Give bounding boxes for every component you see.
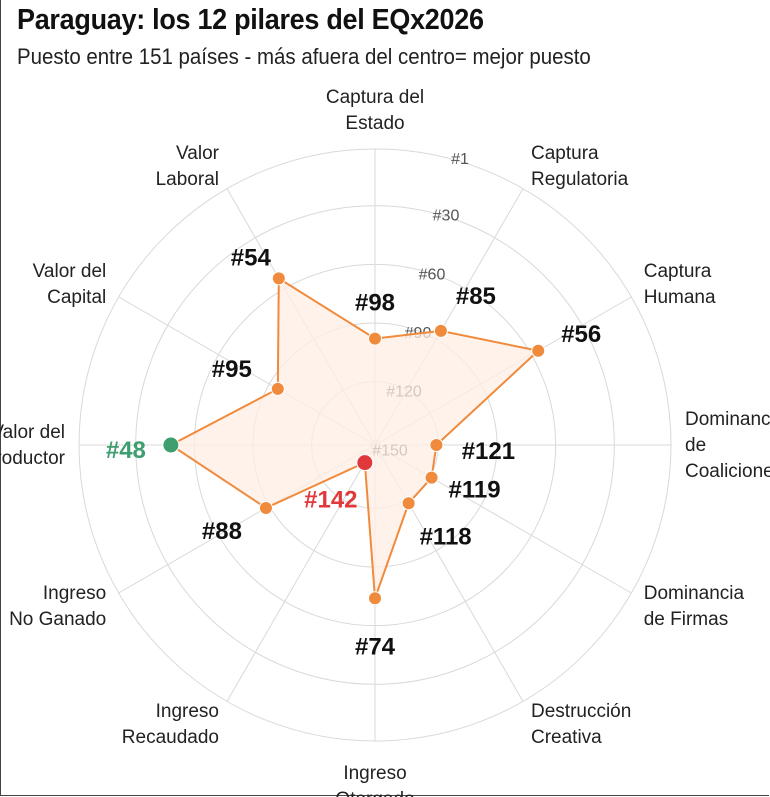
value-label: #95: [212, 356, 252, 383]
data-point-2: [531, 343, 546, 358]
value-label: #118: [420, 523, 472, 550]
ring-label: #30: [433, 208, 460, 225]
axis-label: IngresoOtorgado: [335, 763, 414, 797]
data-point-0: [368, 331, 382, 346]
chart-subtitle: Puesto entre 151 países - más afuera del…: [17, 44, 591, 69]
data-point-3: [429, 438, 444, 452]
series-points: [162, 271, 546, 606]
data-point-5: [401, 496, 416, 511]
ring-label: #60: [419, 266, 446, 283]
ring-label: #1: [451, 151, 469, 168]
axis-label: Captura Regulatoria: [531, 143, 629, 190]
data-point-7: [356, 454, 374, 472]
value-labels: #98 #85 #56 #121 #119 #118 #74 #142 #88 #48 #95 #54: [106, 244, 601, 660]
value-label: #48: [106, 437, 146, 464]
value-label: #142: [304, 487, 357, 514]
value-label: #88: [202, 518, 242, 545]
data-point-8: [258, 500, 273, 515]
chart-title: Paraguay: los 12 pilares del EQx2026: [17, 4, 484, 36]
grid-spoke-7: [226, 444, 376, 702]
axis-label: Destrucción Creativa: [531, 701, 631, 748]
data-point-10: [270, 381, 285, 396]
axis-label: Valor Laboral: [156, 143, 220, 190]
value-label: #56: [561, 321, 601, 348]
axis-label: Captura Humana: [644, 261, 716, 308]
value-label: #85: [456, 283, 496, 310]
value-label: #74: [355, 633, 396, 660]
axis-label: Ingreso Recaudado: [122, 701, 219, 748]
value-label: #121: [462, 438, 515, 465]
axis-label: Valor delProductor: [0, 422, 66, 469]
data-point-6: [368, 591, 382, 606]
data-point-11: [271, 271, 286, 286]
axis-label: Valor del Capital: [33, 261, 107, 308]
axis-label: Dominancia de Firmas: [644, 583, 745, 630]
data-point-1: [433, 323, 448, 338]
axis-label: Ingreso No Ganado: [9, 583, 106, 630]
data-point-9: [162, 436, 180, 454]
data-point-4: [424, 470, 439, 485]
axis-label: DominanciadeCoaliciones: [685, 409, 770, 482]
value-label: #98: [355, 290, 395, 317]
axis-labels: Captura del Estado Captura Regulatoria Captu…: [0, 87, 770, 797]
value-label: #54: [231, 244, 272, 271]
value-label: #119: [449, 477, 501, 504]
axis-label: Captura del Estado: [326, 87, 424, 134]
